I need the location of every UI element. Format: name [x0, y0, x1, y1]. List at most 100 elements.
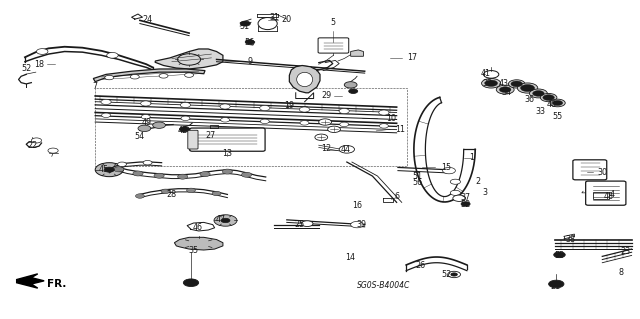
Circle shape: [222, 169, 232, 174]
Circle shape: [499, 87, 511, 93]
Ellipse shape: [297, 72, 313, 86]
Text: 34: 34: [502, 88, 511, 97]
Circle shape: [181, 116, 190, 121]
Text: 55: 55: [552, 112, 563, 121]
FancyBboxPatch shape: [573, 160, 607, 180]
Circle shape: [532, 91, 544, 96]
Text: 56: 56: [412, 178, 422, 187]
Circle shape: [339, 145, 355, 153]
Text: 1: 1: [470, 153, 474, 162]
Text: 36: 36: [524, 95, 534, 104]
Text: 5: 5: [330, 19, 335, 27]
Circle shape: [328, 126, 340, 132]
Text: 12: 12: [321, 144, 332, 153]
FancyBboxPatch shape: [586, 181, 626, 205]
Circle shape: [550, 99, 565, 107]
Circle shape: [159, 74, 168, 78]
Circle shape: [36, 49, 48, 54]
Circle shape: [184, 73, 193, 77]
Text: 44: 44: [340, 145, 351, 154]
Text: 4: 4: [610, 190, 615, 199]
Text: 15: 15: [442, 163, 451, 172]
Text: 14: 14: [346, 254, 356, 263]
Circle shape: [315, 134, 328, 140]
Text: 52: 52: [460, 200, 471, 209]
Text: 52: 52: [442, 270, 452, 279]
Text: 27: 27: [205, 131, 215, 140]
Circle shape: [552, 100, 563, 106]
Circle shape: [451, 179, 461, 184]
Text: 31: 31: [269, 13, 279, 22]
Circle shape: [154, 173, 164, 178]
Text: 32: 32: [483, 79, 492, 88]
Text: 28: 28: [167, 190, 177, 199]
Circle shape: [179, 127, 189, 132]
Circle shape: [131, 75, 140, 79]
Circle shape: [48, 148, 58, 153]
Polygon shape: [17, 274, 44, 288]
Text: SG0S-B4004C: SG0S-B4004C: [357, 281, 410, 290]
Circle shape: [200, 172, 210, 177]
Bar: [593, 192, 609, 199]
Polygon shape: [174, 237, 223, 250]
Text: 47: 47: [216, 215, 226, 224]
Circle shape: [138, 125, 151, 131]
Text: 11: 11: [395, 125, 405, 134]
Text: 10: 10: [387, 114, 397, 123]
Text: 6: 6: [394, 191, 399, 201]
Circle shape: [461, 202, 470, 206]
Text: 39: 39: [356, 220, 367, 229]
Circle shape: [517, 83, 538, 93]
Text: 52: 52: [21, 64, 31, 73]
Polygon shape: [351, 50, 364, 56]
Text: 9: 9: [247, 56, 252, 65]
Text: 8: 8: [619, 268, 624, 277]
Circle shape: [161, 189, 170, 194]
Circle shape: [349, 89, 358, 93]
Circle shape: [186, 188, 195, 193]
Circle shape: [183, 279, 198, 286]
Circle shape: [136, 194, 145, 198]
Polygon shape: [289, 65, 320, 93]
Circle shape: [118, 162, 127, 167]
Circle shape: [481, 78, 500, 88]
Circle shape: [141, 115, 150, 119]
Polygon shape: [93, 69, 205, 82]
Circle shape: [301, 221, 313, 226]
Circle shape: [451, 190, 461, 196]
Text: 56: 56: [244, 38, 255, 47]
Text: 16: 16: [352, 201, 362, 210]
Text: 2: 2: [476, 177, 481, 186]
Circle shape: [260, 119, 269, 123]
Circle shape: [379, 110, 389, 115]
Circle shape: [221, 118, 230, 122]
Circle shape: [344, 82, 357, 88]
Circle shape: [260, 106, 270, 111]
Circle shape: [300, 107, 310, 112]
Text: 21: 21: [550, 282, 560, 291]
Text: 18: 18: [34, 60, 44, 69]
Circle shape: [133, 171, 143, 176]
Text: FR.: FR.: [47, 279, 66, 289]
Circle shape: [554, 252, 565, 258]
FancyBboxPatch shape: [189, 128, 265, 151]
Text: 49: 49: [141, 117, 152, 127]
Text: 48: 48: [604, 192, 614, 202]
Circle shape: [484, 80, 497, 86]
Text: 7: 7: [93, 82, 98, 91]
Text: 51: 51: [412, 173, 422, 182]
Circle shape: [240, 21, 250, 26]
Bar: [95, 88, 407, 167]
FancyBboxPatch shape: [188, 130, 198, 149]
Circle shape: [496, 85, 514, 94]
Circle shape: [177, 174, 188, 179]
Circle shape: [105, 75, 114, 80]
Text: 25: 25: [294, 220, 305, 229]
Text: 45: 45: [99, 165, 109, 174]
Text: 46: 46: [193, 223, 202, 232]
Ellipse shape: [258, 18, 277, 30]
Text: 42: 42: [178, 126, 188, 135]
Text: 50: 50: [186, 279, 196, 288]
Circle shape: [101, 100, 111, 105]
Text: 22: 22: [28, 141, 38, 150]
